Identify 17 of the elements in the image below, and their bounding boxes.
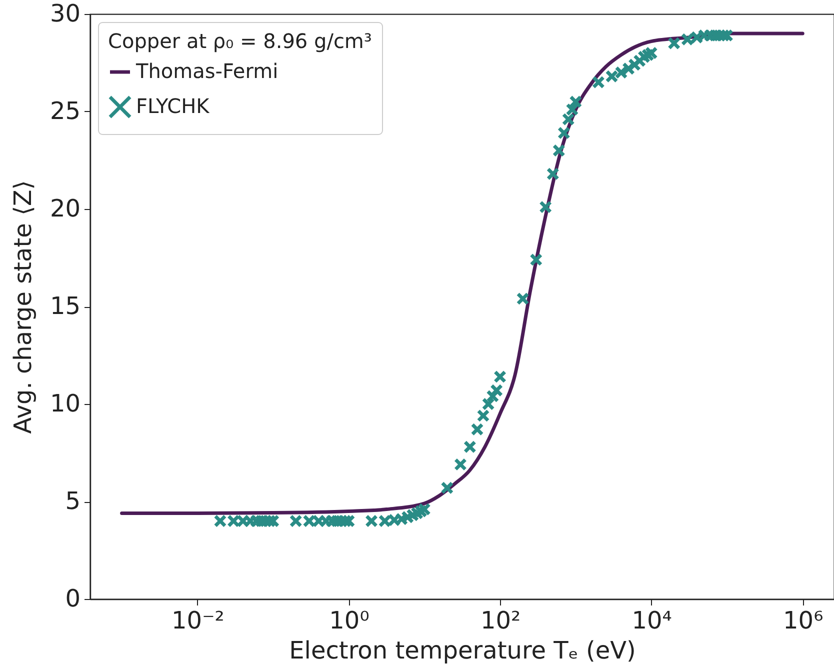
y-tick-label: 10 — [50, 390, 80, 418]
x-tick-label: 10⁴ — [632, 606, 672, 634]
y-tick-label: 5 — [65, 487, 80, 515]
x-tick-label: 10⁻² — [172, 606, 224, 634]
legend-label: FLYCHK — [136, 94, 210, 118]
x-tick-label: 10² — [480, 606, 521, 634]
x-tick-label: 10⁰ — [329, 606, 370, 634]
legend-title: Copper at ρ₀ = 8.96 g/cm³ — [108, 29, 372, 53]
legend-label: Thomas-Fermi — [135, 59, 278, 83]
y-tick-label: 0 — [65, 584, 80, 612]
y-tick-label: 30 — [50, 0, 80, 28]
x-axis-title: Electron temperature Tₑ (eV) — [289, 636, 636, 664]
y-axis-title: Avg. charge state ⟨Z⟩ — [8, 180, 37, 434]
y-tick-label: 15 — [50, 292, 80, 320]
y-tick-label: 25 — [50, 97, 80, 125]
y-tick-label: 20 — [50, 194, 80, 222]
x-tick-label: 10⁶ — [783, 606, 824, 634]
